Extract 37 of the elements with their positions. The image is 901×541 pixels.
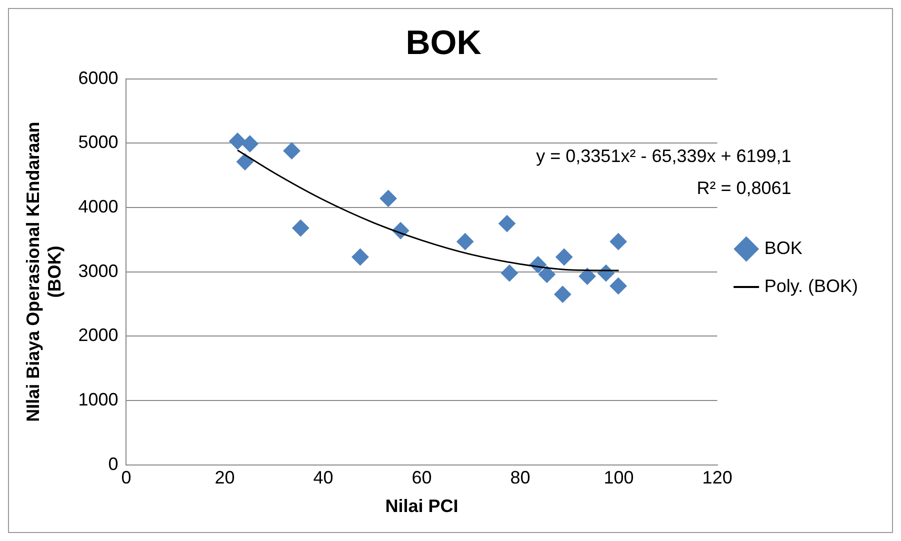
y-axis-title: NIlai Biaya Operasional KEndaraan (BOK) xyxy=(22,122,64,422)
x-tick-label: 80 xyxy=(510,468,530,488)
x-tick-label: 40 xyxy=(313,468,334,488)
point xyxy=(236,153,254,170)
point xyxy=(498,215,516,232)
x-tick-label: 60 xyxy=(412,468,432,488)
y-tick-label: 1000 xyxy=(78,389,118,410)
point xyxy=(538,266,556,283)
chart-title: BOK xyxy=(406,24,482,62)
annotation: R² = 0,8061 xyxy=(696,178,792,198)
annotation: y = 0,3351x² - 65,339x + 6199,1 xyxy=(536,146,792,166)
legend-label: BOK xyxy=(764,238,802,258)
point xyxy=(241,135,258,152)
point xyxy=(352,248,369,266)
point xyxy=(283,142,300,160)
y-tick-label: 4000 xyxy=(78,196,118,216)
point xyxy=(578,268,596,285)
legend-label: Poly. (BOK) xyxy=(764,276,858,296)
x-tick-label: 120 xyxy=(702,468,732,488)
y-tick-label: 3000 xyxy=(78,260,118,281)
x-tick-label: 20 xyxy=(214,468,235,488)
point xyxy=(380,190,397,207)
x-tick-label: 100 xyxy=(604,468,634,488)
y-tick-label: 6000 xyxy=(78,68,118,88)
point xyxy=(610,233,627,250)
x-axis-title: Nilai PCI xyxy=(385,496,458,516)
point xyxy=(556,248,573,266)
y-tick-label: 5000 xyxy=(78,132,118,152)
point xyxy=(229,132,246,150)
point xyxy=(456,233,474,250)
x-tick-label: 0 xyxy=(121,468,132,488)
y-tick-label: 0 xyxy=(108,454,118,474)
point xyxy=(554,286,572,303)
point xyxy=(292,220,310,237)
y-tick-label: 2000 xyxy=(78,325,118,346)
point xyxy=(610,277,627,294)
point xyxy=(500,264,518,282)
